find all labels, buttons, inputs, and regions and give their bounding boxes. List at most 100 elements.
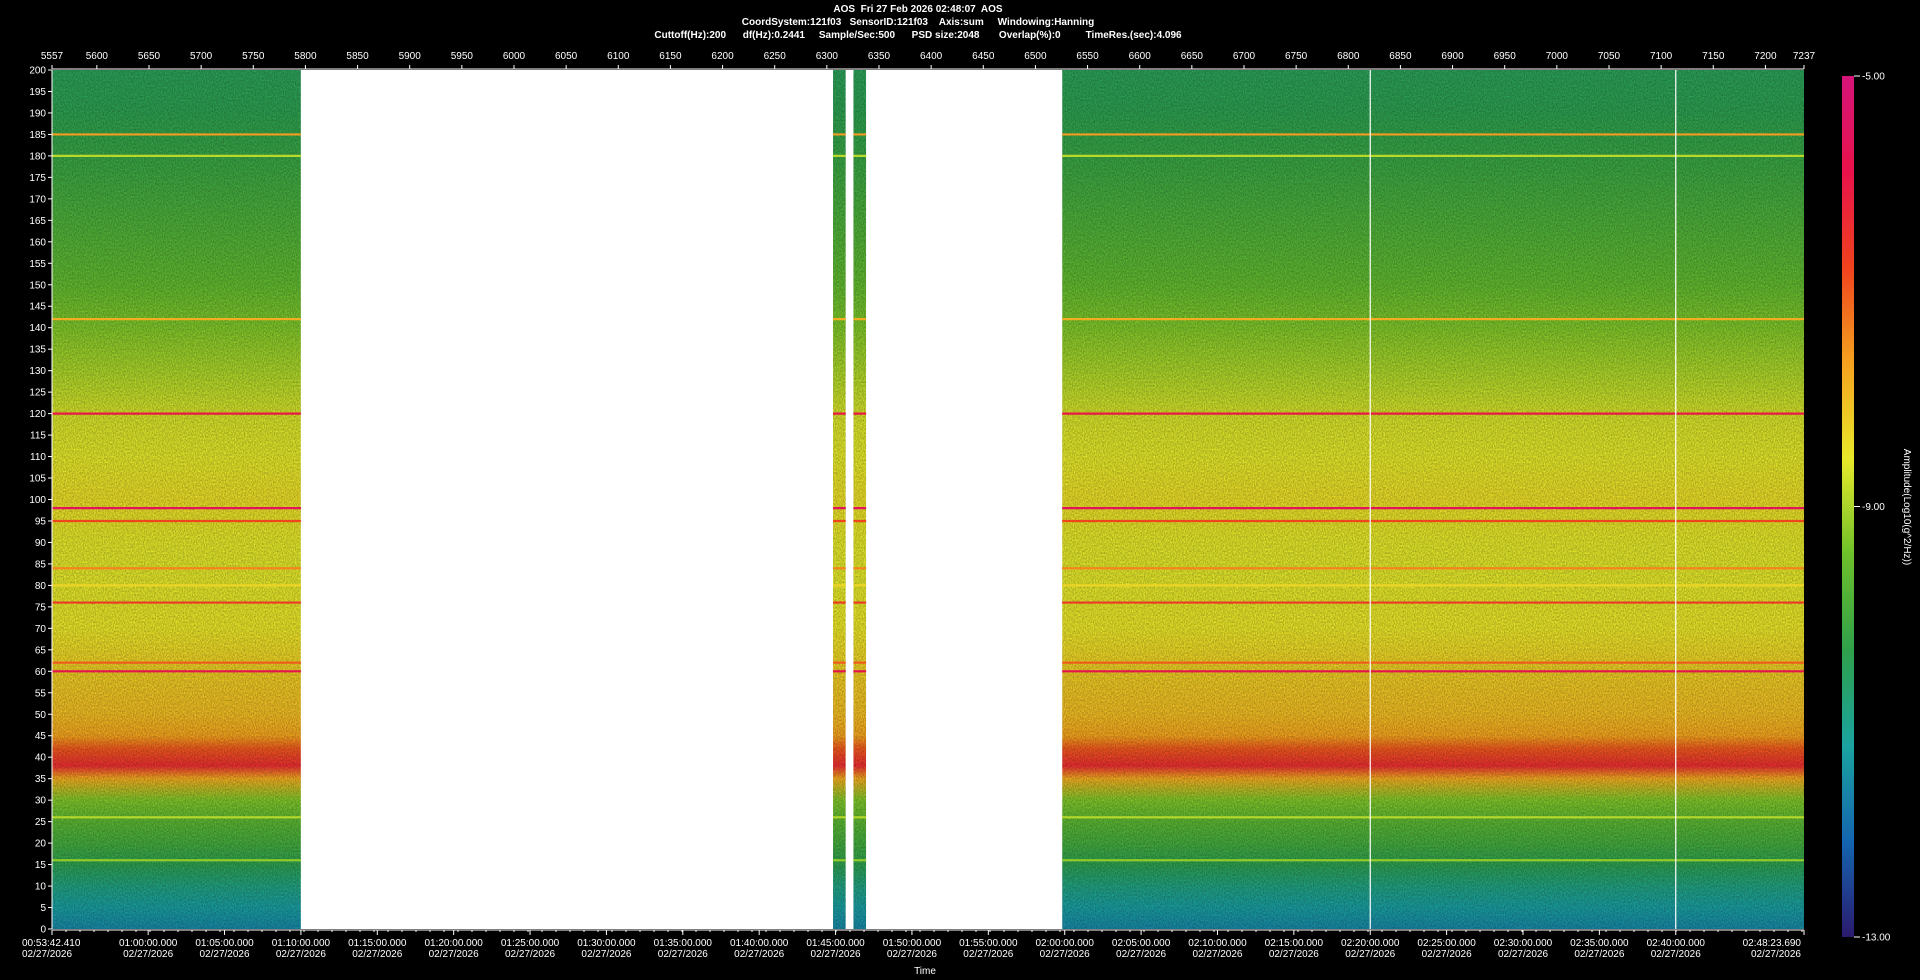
axes: 2001951901851801751701651601551501451401… <box>22 51 1816 960</box>
colorbar-tick-label: -5.00 <box>1862 72 1885 83</box>
y-tick-label: 145 <box>29 302 46 313</box>
time-tick-label: 01:45:00.000 <box>806 938 865 949</box>
y-tick-label: 20 <box>35 839 47 850</box>
top-tick-label: 5900 <box>399 51 422 62</box>
time-tick-label: 01:25:00.000 <box>501 938 560 949</box>
date-tick-label: 02/27/2026 <box>123 949 173 960</box>
time-tick-label: 01:50:00.000 <box>883 938 942 949</box>
top-tick-label: 5650 <box>138 51 161 62</box>
date-tick-label: 02/27/2026 <box>1651 949 1701 960</box>
date-tick-label: 02/27/2026 <box>1269 949 1319 960</box>
date-tick-label: 02/27/2026 <box>581 949 631 960</box>
top-tick-label: 5700 <box>190 51 213 62</box>
date-tick-label: 02/27/2026 <box>1116 949 1166 960</box>
top-tick-label: 6900 <box>1441 51 1464 62</box>
top-tick-label: 6150 <box>659 51 682 62</box>
colorbar-gradient <box>1842 76 1854 937</box>
y-tick-label: 170 <box>29 194 46 205</box>
time-tick-label: 02:48:23.690 <box>1743 938 1802 949</box>
top-tick-label: 6750 <box>1285 51 1308 62</box>
time-tick-label: 01:30:00.000 <box>577 938 636 949</box>
time-tick-label: 01:55:00.000 <box>959 938 1018 949</box>
y-tick-label: 160 <box>29 237 46 248</box>
time-tick-label: 01:15:00.000 <box>348 938 407 949</box>
top-tick-label: 6350 <box>868 51 891 62</box>
colorbar: -5.00 -9.00 -13.00 Amplitude(Log10(g^2/Hz)) <box>1842 72 1912 944</box>
y-tick-label: 125 <box>29 388 46 399</box>
date-tick-label: 02/27/2026 <box>199 949 249 960</box>
top-tick-label: 6400 <box>920 51 943 62</box>
y-tick-label: 155 <box>29 259 46 270</box>
top-tick-label: 5800 <box>294 51 317 62</box>
y-tick-label: 130 <box>29 366 46 377</box>
y-tick-label: 90 <box>35 538 47 549</box>
y-tick-label: 15 <box>35 860 47 871</box>
y-tick-label: 35 <box>35 774 47 785</box>
date-tick-label: 02/27/2026 <box>1192 949 1242 960</box>
date-tick-label: 02/27/2026 <box>1422 949 1472 960</box>
date-tick-label: 02/27/2026 <box>1345 949 1395 960</box>
top-tick-label: 5950 <box>451 51 474 62</box>
top-tick-label: 5850 <box>346 51 369 62</box>
top-tick-label: 7150 <box>1702 51 1725 62</box>
colorbar-tick-label: -13.00 <box>1862 933 1891 944</box>
y-tick-label: 40 <box>35 753 47 764</box>
date-tick-label: 02/27/2026 <box>505 949 555 960</box>
top-tick-label: 5557 <box>41 51 64 62</box>
date-tick-label: 02/27/2026 <box>22 949 72 960</box>
time-tick-label: 02:15:00.000 <box>1265 938 1324 949</box>
top-tick-label: 6600 <box>1129 51 1152 62</box>
date-tick-label: 02/27/2026 <box>429 949 479 960</box>
top-tick-label: 6450 <box>972 51 995 62</box>
y-tick-label: 95 <box>35 516 47 527</box>
y-tick-label: 100 <box>29 495 46 506</box>
y-tick-label: 70 <box>35 624 47 635</box>
top-tick-label: 7200 <box>1754 51 1777 62</box>
top-tick-label: 7237 <box>1793 51 1816 62</box>
top-tick-label: 6950 <box>1494 51 1517 62</box>
y-tick-label: 200 <box>29 66 46 77</box>
date-tick-label: 02/27/2026 <box>1040 949 1090 960</box>
y-tick-label: 190 <box>29 108 46 119</box>
time-tick-label: 02:05:00.000 <box>1112 938 1171 949</box>
date-tick-label: 02/27/2026 <box>811 949 861 960</box>
y-tick-label: 55 <box>35 688 47 699</box>
time-tick-label: 01:10:00.000 <box>272 938 331 949</box>
top-tick-label: 6850 <box>1389 51 1412 62</box>
colorbar-tick-label: -9.00 <box>1862 502 1885 513</box>
time-tick-label: 02:25:00.000 <box>1417 938 1476 949</box>
time-tick-label: 01:20:00.000 <box>424 938 483 949</box>
time-tick-label: 01:40:00.000 <box>730 938 789 949</box>
top-tick-label: 6100 <box>607 51 630 62</box>
time-tick-label: 02:30:00.000 <box>1494 938 1553 949</box>
date-tick-label: 02/27/2026 <box>887 949 937 960</box>
date-tick-label: 02/27/2026 <box>1751 949 1801 960</box>
y-tick-label: 105 <box>29 474 46 485</box>
y-tick-label: 60 <box>35 667 47 678</box>
top-tick-label: 6550 <box>1076 51 1099 62</box>
date-tick-label: 02/27/2026 <box>734 949 784 960</box>
top-tick-label: 6000 <box>503 51 526 62</box>
y-tick-label: 165 <box>29 216 46 227</box>
header-line-2: CoordSystem:121f03 SensorID:121f03 Axis:… <box>741 17 1095 28</box>
y-tick-label: 25 <box>35 817 47 828</box>
y-tick-label: 110 <box>30 452 46 463</box>
date-tick-label: 02/27/2026 <box>658 949 708 960</box>
top-tick-label: 6650 <box>1181 51 1204 62</box>
y-tick-label: 45 <box>35 731 47 742</box>
y-tick-label: 85 <box>35 559 47 570</box>
y-tick-label: 65 <box>35 645 47 656</box>
y-tick-label: 0 <box>40 925 46 936</box>
top-tick-label: 7000 <box>1546 51 1569 62</box>
time-tick-label: 00:53:42.410 <box>22 938 81 949</box>
y-tick-label: 115 <box>30 431 46 442</box>
date-tick-label: 02/27/2026 <box>963 949 1013 960</box>
top-tick-label: 7100 <box>1650 51 1673 62</box>
time-tick-label: 02:35:00.000 <box>1570 938 1629 949</box>
y-tick-label: 175 <box>29 173 46 184</box>
time-tick-label: 02:10:00.000 <box>1188 938 1247 949</box>
y-tick-label: 120 <box>29 409 46 420</box>
top-tick-label: 6250 <box>764 51 787 62</box>
y-tick-label: 75 <box>35 602 47 613</box>
top-tick-label: 7050 <box>1598 51 1621 62</box>
